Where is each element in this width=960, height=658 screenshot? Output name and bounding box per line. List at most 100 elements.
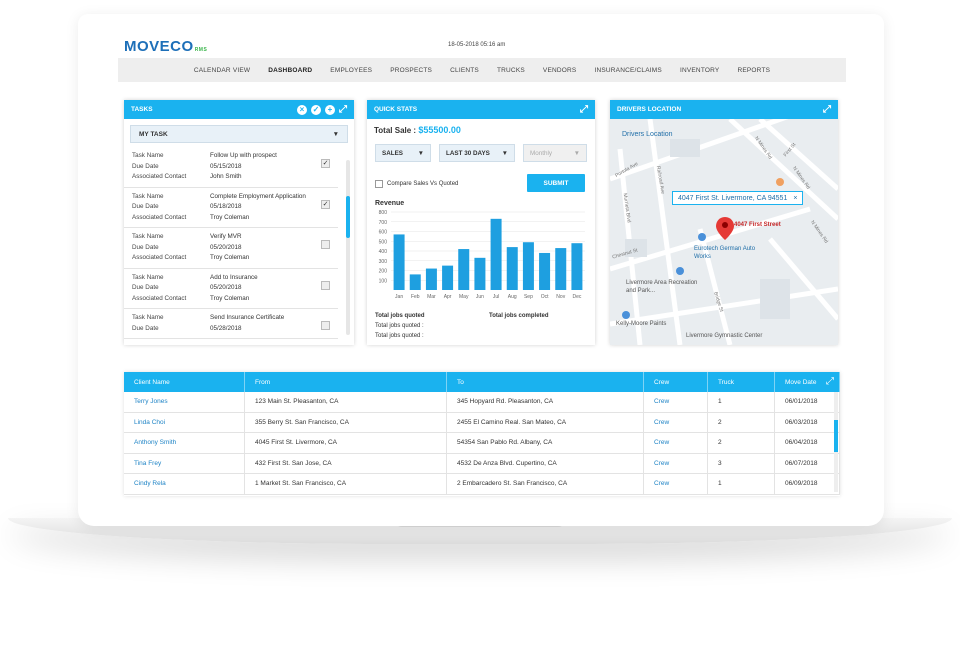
task-item[interactable]: Task Name Add to Insurance Due Date 05/20/2… (124, 269, 338, 309)
client-name-link[interactable]: Cindy Rela (124, 474, 245, 494)
column-header[interactable]: To (447, 372, 644, 392)
column-header[interactable]: Crew (644, 372, 708, 392)
bar-sep[interactable] (522, 242, 534, 290)
nav-item-prospects[interactable]: PROSPECTS (390, 66, 433, 74)
task-field-label: Associated Contact (132, 294, 187, 302)
column-header[interactable]: Truck (708, 372, 775, 392)
submit-button[interactable]: SUBMIT (527, 174, 585, 192)
expand-icon[interactable]: ⤢ (826, 376, 834, 387)
task-item[interactable]: Task Name Complete Employment Application… (124, 188, 338, 228)
nav-item-employees[interactable]: EMPLOYEES (330, 66, 373, 74)
task-item[interactable]: Task Name Follow Up with prospect Due Date… (124, 147, 338, 188)
client-name-link[interactable]: Anthony Smith (124, 433, 245, 453)
compare-checkbox[interactable]: Compare Sales Vs Quoted (375, 180, 458, 188)
task-row: Task Name Complete Employment Application (132, 192, 330, 203)
task-filter-select[interactable]: MY TASK ▼ (130, 125, 348, 143)
task-row: Due Date 05/15/2018 (132, 162, 330, 173)
task-field-label: Associated Contact (132, 254, 187, 261)
table-scroll-thumb[interactable] (834, 420, 838, 452)
client-name-link[interactable]: Linda Choi (124, 412, 245, 432)
task-checkbox[interactable]: ✓ (321, 199, 330, 209)
task-checkbox[interactable] (321, 240, 330, 249)
task-checkbox[interactable] (321, 321, 330, 330)
bar-jan[interactable] (393, 234, 405, 290)
client-name-link[interactable]: Tina Frey (124, 453, 245, 473)
close-icon[interactable]: × (297, 104, 307, 115)
bar-mar[interactable] (425, 268, 437, 290)
map-header: DRIVERS LOCATION ⤢ (610, 100, 838, 119)
task-checkbox[interactable] (321, 280, 330, 290)
column-header[interactable]: From (245, 372, 447, 392)
table-cell: 2 (708, 412, 775, 432)
checkbox-box[interactable] (375, 180, 383, 188)
table-row[interactable]: Terry Jones 123 Main St. Pleasanton, CA 34… (124, 392, 840, 413)
nav-item-dashboard[interactable]: DASHBOARD (268, 66, 313, 74)
crew-link[interactable]: Crew (644, 412, 708, 432)
task-row: Task Name Verify MVR (132, 232, 330, 243)
address-tooltip: 4047 First St. Livermore, CA 94551 × (672, 191, 804, 205)
table-row[interactable]: Anthony Smith 4045 First St. Livermore, C… (124, 433, 840, 454)
expand-icon[interactable]: ⤢ (823, 103, 831, 115)
bar-oct[interactable] (539, 252, 551, 290)
nav-item-calendar-view[interactable]: CALENDAR VIEW (193, 66, 251, 74)
y-tick-label: 100 (379, 278, 388, 284)
task-item[interactable]: Task Name Send Insurance Certificate Due D… (124, 309, 338, 339)
bar-may[interactable] (458, 249, 470, 290)
column-header[interactable]: Client Name (124, 372, 245, 392)
nav-item-vendors[interactable]: VENDORS (542, 66, 577, 74)
x-tick-label: Oct (541, 294, 549, 300)
map-view[interactable]: Drivers Location 4047 First St. Livermor… (610, 119, 838, 345)
place-label: Livermore Area Recreation and Park... (626, 280, 698, 294)
nav-item-trucks[interactable]: TRUCKS (496, 66, 525, 74)
crew-link[interactable]: Crew (644, 433, 708, 453)
interval-select[interactable]: Monthly ▼ (523, 144, 587, 162)
task-item[interactable]: Task Name Verify MVR Due Date 05/20/2018 Ass… (124, 228, 338, 269)
task-field-label: Task Name (132, 314, 164, 321)
nav-item-inventory[interactable]: INVENTORY (679, 66, 720, 74)
metric-select[interactable]: SALES ▼ (375, 144, 431, 162)
datetime: 18-05-2018 05:16 am (448, 42, 506, 48)
map-link[interactable]: Drivers Location (622, 131, 673, 138)
period-select[interactable]: LAST 30 DAYS ▼ (439, 144, 515, 162)
close-icon[interactable]: × (793, 194, 798, 202)
bar-dec[interactable] (571, 243, 583, 290)
bar-feb[interactable] (409, 274, 421, 290)
expand-icon[interactable]: ⤢ (339, 103, 347, 115)
task-scrollbar[interactable] (346, 160, 350, 335)
table-cell: 432 First St. San Jose, CA (245, 453, 447, 473)
bar-jun[interactable] (474, 257, 486, 290)
column-header[interactable]: Move Date (775, 372, 840, 392)
bar-aug[interactable] (506, 247, 518, 290)
y-tick-label: 300 (379, 259, 388, 265)
task-field-value: 05/20/2018 (210, 243, 242, 251)
x-tick-label: May (459, 294, 469, 300)
check-icon[interactable]: ✓ (311, 104, 321, 115)
table-row[interactable]: Linda Choi 355 Berry St. San Francisco, C… (124, 412, 840, 433)
table-row[interactable]: Cindy Rela 1 Market St. San Francisco, CA… (124, 474, 840, 495)
nav-item-clients[interactable]: CLIENTS (450, 66, 479, 74)
moveco-logo[interactable]: MOVECORMS (124, 38, 207, 55)
bar-nov[interactable] (555, 248, 567, 290)
bar-jul[interactable] (490, 218, 502, 290)
bar-apr[interactable] (442, 265, 454, 290)
tooltip-address: 4047 First St. Livermore, CA 94551 (678, 194, 788, 202)
table-cell: 2455 El Camino Real. San Mateo, CA (447, 412, 644, 432)
crew-link[interactable]: Crew (644, 392, 708, 412)
task-scroll-thumb[interactable] (346, 196, 350, 238)
y-tick-label: 800 (379, 210, 388, 216)
crew-link[interactable]: Crew (644, 453, 708, 473)
client-name-link[interactable]: Terry Jones (124, 392, 245, 412)
task-checkbox[interactable]: ✓ (321, 159, 330, 168)
nav-item-insurance-claims[interactable]: INSURANCE/CLAIMS (594, 66, 662, 74)
logo-suffix: RMS (194, 47, 208, 53)
table-row[interactable]: Tina Frey 432 First St. San Jose, CA 4532 … (124, 453, 840, 474)
task-row: Due Date 05/20/2018 (132, 283, 330, 294)
total-sale-value: $55500.00 (418, 125, 461, 135)
task-field-value: Troy Coleman (210, 294, 250, 302)
crew-link[interactable]: Crew (644, 474, 708, 494)
expand-icon[interactable]: ⤢ (580, 103, 588, 115)
x-tick-label: Jun (476, 294, 484, 300)
add-icon[interactable]: + (325, 104, 335, 115)
nav-item-reports[interactable]: REPORTS (737, 66, 771, 74)
task-field-value: 05/28/2018 (210, 324, 242, 332)
